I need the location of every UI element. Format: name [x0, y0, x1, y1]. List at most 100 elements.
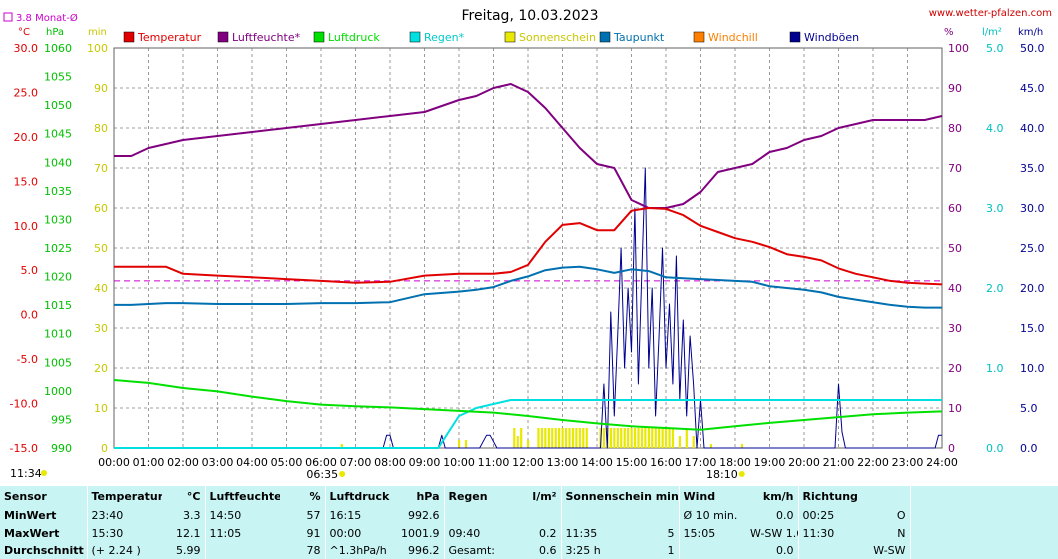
wind-tick-label: 20.0 — [1020, 282, 1045, 295]
humidity-tick-label: 40 — [948, 282, 962, 295]
sunshine-bar — [609, 428, 612, 448]
sunshine-tick-label: 30 — [94, 322, 108, 335]
sun-value: 1 — [641, 541, 680, 559]
sunshine-bar — [582, 428, 585, 448]
sunshine-bar — [740, 444, 744, 448]
empty-cell — [910, 525, 1058, 542]
axis-unit-pressure: hPa — [46, 27, 64, 38]
x-tick-label: 08:00 — [374, 456, 406, 469]
sunset-icon — [738, 471, 745, 477]
x-tick-label: 21:00 — [823, 456, 855, 469]
row-label: MaxWert — [0, 524, 88, 542]
series-line-temperatur — [114, 207, 943, 286]
sunshine-bar — [458, 440, 461, 448]
site-link[interactable]: www.wetter-pfalzen.com — [929, 8, 1052, 19]
humidity-tick-label: 30 — [948, 322, 962, 335]
wind-time: Ø 10 min. — [683, 509, 738, 523]
sunshine-bar — [513, 428, 516, 448]
pressure-tick-label: 1040 — [44, 156, 72, 169]
legend-swatch — [409, 31, 421, 43]
x-tick-label: 24:00 — [926, 456, 958, 469]
sunshine-bar — [561, 428, 564, 448]
wind-tick-label: 5.0 — [1020, 402, 1038, 415]
x-tick-label: 03:00 — [202, 456, 234, 469]
sunshine-tick-label: 80 — [94, 122, 108, 135]
pressure-tick-label: 1005 — [44, 356, 72, 369]
humidity-tick-label: 20 — [948, 362, 962, 375]
wind-time: 15:05 — [683, 526, 716, 540]
rain-time — [444, 507, 522, 524]
humidity-tick-label: 50 — [948, 242, 962, 255]
sunshine-bar — [640, 428, 644, 448]
temp-tick-label: -5.0 — [17, 353, 38, 366]
hdr-wind: Wind — [683, 490, 716, 504]
sunshine-bar — [647, 428, 650, 448]
hdr-sensor: Sensor — [0, 486, 88, 508]
pressure-tick-label: 1000 — [44, 385, 72, 398]
axis-unit-rain: l/m² — [982, 27, 1002, 38]
hdr-rain-unit: l/m² — [522, 486, 562, 508]
sunshine-bar — [671, 428, 675, 448]
hdr-dir: Richtung — [798, 486, 911, 508]
press-value: 992.6 — [397, 507, 445, 525]
sunshine-bar — [520, 428, 523, 448]
hum-value: 91 — [280, 524, 326, 542]
axis-unit-temp: °C — [18, 27, 30, 38]
wind-tick-label: 15.0 — [1020, 322, 1045, 335]
sunshine-bar — [551, 428, 554, 448]
sunshine-bar — [547, 428, 550, 448]
legend-swatch — [313, 31, 325, 43]
rain-time: 09:40 — [448, 526, 481, 540]
sunshine-tick-label: 70 — [94, 162, 108, 175]
rain-value: 0.2 — [522, 524, 562, 542]
hdr-hum-unit: % — [280, 486, 326, 508]
temp-value: 5.99 — [162, 541, 206, 559]
sunshine-bar — [665, 428, 668, 448]
pressure-tick-label: 995 — [51, 413, 72, 426]
sunshine-bar — [661, 428, 664, 448]
pressure-tick-label: 1060 — [44, 42, 72, 55]
sunshine-bar — [564, 428, 568, 448]
temp-tick-label: 15.0 — [14, 175, 39, 188]
hdr-press: Luftdruck — [329, 490, 390, 504]
legend-swatch — [599, 31, 611, 43]
sunshine-bar — [678, 436, 681, 448]
sunshine-bars — [340, 428, 744, 448]
legend-label: Luftdruck — [328, 31, 380, 44]
x-tick-label: 16:00 — [650, 456, 682, 469]
sunshine-bar — [575, 428, 578, 448]
sunshine-tick-label: 20 — [94, 362, 108, 375]
sunshine-tick-label: 50 — [94, 242, 108, 255]
sunshine-bar — [651, 428, 654, 448]
sun-time: 3:25 h — [565, 543, 601, 557]
series-lines — [113, 83, 943, 449]
sunrise-label: 06:35 — [306, 468, 338, 481]
axis-unit-humidity: % — [944, 27, 954, 38]
x-tick-label: 10:00 — [443, 456, 475, 469]
sun-time: 11:35 — [565, 526, 598, 540]
rain-value: 0.6 — [522, 541, 562, 559]
humidity-tick-label: 90 — [948, 82, 962, 95]
sunshine-tick-label: 100 — [87, 42, 108, 55]
sunshine-bar — [616, 428, 619, 448]
chart-grid — [113, 47, 943, 449]
sunshine-tick-label: 10 — [94, 402, 108, 415]
dir-time: 11:30 — [802, 526, 835, 540]
empty-cell — [910, 507, 1058, 524]
pressure-tick-label: 1045 — [44, 128, 72, 141]
sunshine-bar — [554, 428, 557, 448]
sunshine-bar — [464, 440, 468, 448]
rain-tick-label: 1.0 — [986, 362, 1004, 375]
rain-value — [522, 507, 562, 525]
wind-time — [679, 542, 746, 559]
sunshine-bar — [630, 428, 633, 448]
sunshine-tick-label: 0 — [101, 442, 108, 455]
humidity-tick-label: 80 — [948, 122, 962, 135]
temp-tick-label: 5.0 — [21, 264, 39, 277]
x-tick-label: 19:00 — [754, 456, 786, 469]
temp-value: 12.1 — [162, 524, 206, 542]
hum-time: 14:50 — [209, 509, 242, 523]
legend-label: Temperatur — [137, 31, 202, 44]
sun-icon — [41, 470, 47, 476]
temp-tick-label: 20.0 — [14, 131, 39, 144]
